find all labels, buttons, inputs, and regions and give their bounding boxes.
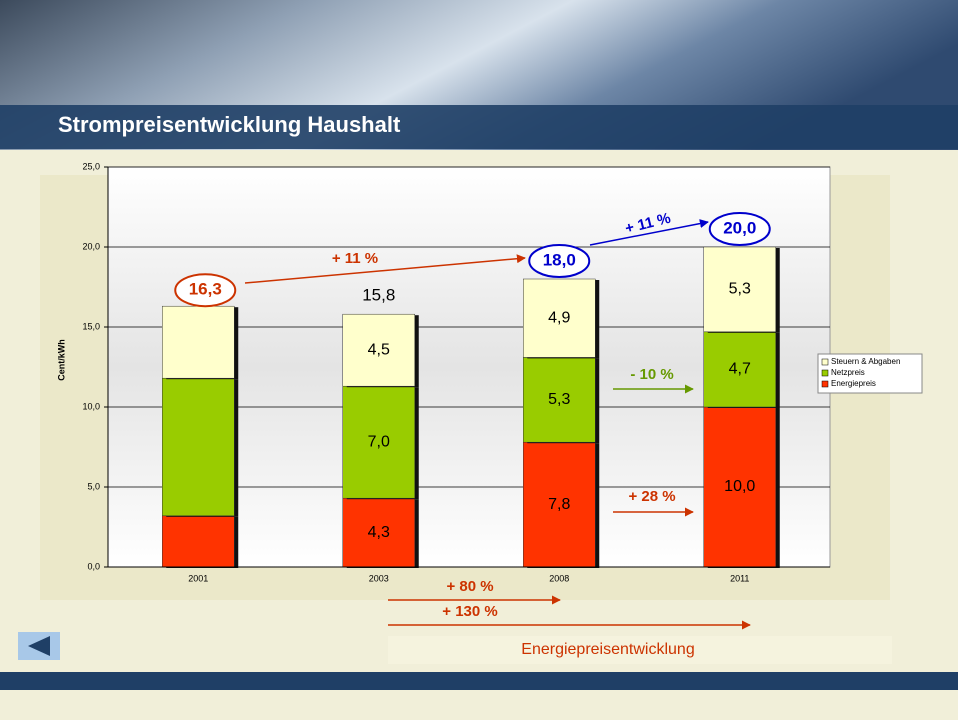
bar-segment [162,305,235,379]
bar-segment [523,278,596,358]
x-tick-label: 2011 [730,573,749,583]
data-label: 4,3 [368,524,390,541]
y-tick-label: 5,0 [87,481,100,491]
title-bar [0,105,958,149]
footer-label-box [388,636,892,664]
total-ring [708,212,771,246]
annotation: + 28 % [628,488,675,505]
annotation: + 130 % [442,603,497,620]
legend [817,353,923,394]
annotation: + 11 % [332,250,378,267]
total-label: 18,0 [543,250,576,269]
footer-label: Energiepreisentwicklung [521,641,694,658]
data-label: 4,5 [368,341,390,358]
y-axis-label: Cent/kWh [56,339,66,381]
data-label: 7,8 [548,496,570,513]
annotation-arrow [244,254,526,284]
bar-segment [703,406,776,568]
legend-swatch [821,358,829,366]
data-label: 5,3 [729,281,751,298]
x-tick-label: 2003 [369,573,389,583]
total-ring [528,244,591,278]
x-tick-label: 2001 [188,573,208,583]
legend-label: Netzpreis [831,368,865,377]
bar-segment [342,385,415,499]
legend-swatch [821,380,829,388]
annotation: - 10 % [630,366,673,383]
legend-swatch [821,369,829,377]
y-tick-label: 25,0 [82,161,100,171]
back-arrow-icon [28,636,50,656]
bar-segment [703,246,776,333]
annotation: + 80 % [446,578,493,595]
data-label: 5,3 [548,391,570,408]
bar-segment [162,377,235,517]
slide-title: Strompreisentwicklung Haushalt [58,112,401,137]
x-tick-label: 2008 [549,573,569,583]
total-label: 16,3 [189,280,222,299]
bar-segment [342,497,415,568]
data-label: 7,0 [368,433,390,450]
data-label: 10,0 [724,478,755,495]
total-label: 15,8 [362,286,395,305]
legend-label: Energiepreis [831,379,876,388]
bar-segment [703,331,776,408]
total-label: 20,0 [723,218,756,237]
bar-segment [342,313,415,387]
y-tick-label: 0,0 [87,561,100,571]
y-tick-label: 10,0 [82,401,100,411]
bar-segment [523,441,596,568]
data-label: 4,7 [729,361,751,378]
annotation-arrow [589,219,709,246]
total-ring [174,273,237,308]
legend-label: Steuern & Abgaben [831,357,900,366]
y-tick-label: 15,0 [82,321,100,331]
y-tick-label: 20,0 [82,241,100,251]
bar-segment [523,357,596,443]
footer-bar [0,672,958,690]
bar-segment [162,515,235,568]
data-label: 4,9 [548,309,570,326]
